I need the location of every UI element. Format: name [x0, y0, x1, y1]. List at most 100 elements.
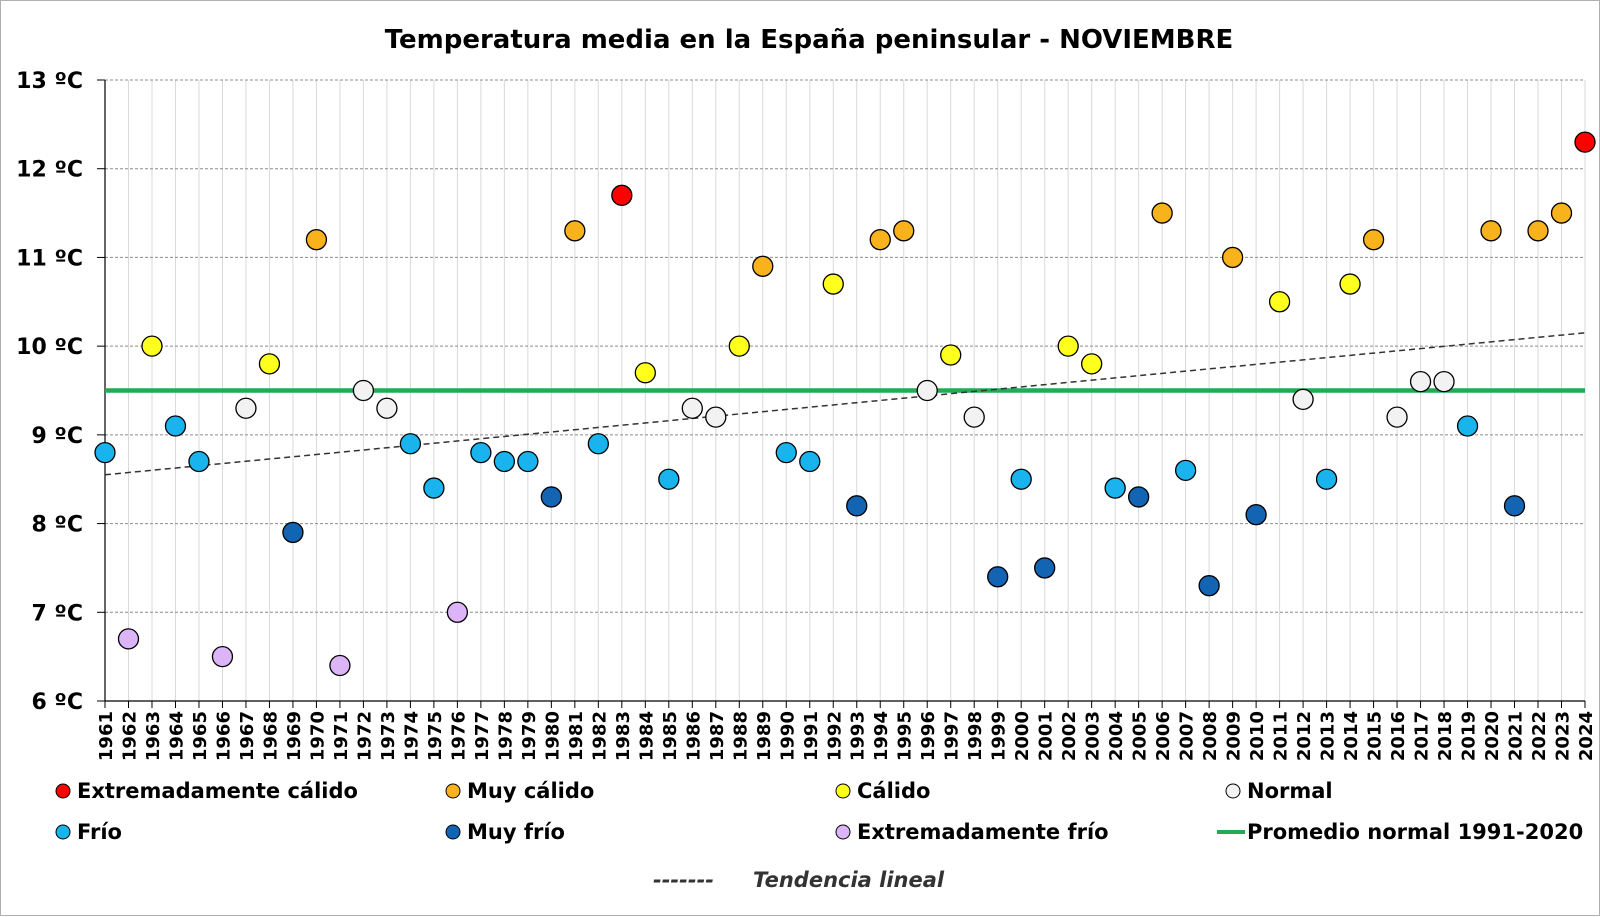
x-tick-label: 1980: [542, 711, 563, 761]
data-point-1990: [775, 441, 797, 464]
data-point-1983: [611, 184, 633, 206]
x-tick-label: 1972: [354, 711, 375, 761]
x-tick-label: 1983: [613, 711, 634, 761]
data-point-1979: [517, 450, 539, 473]
x-tick-label: 1971: [331, 711, 352, 761]
x-tick-label: 1977: [472, 711, 493, 761]
data-point-2014: [1339, 273, 1361, 295]
x-tick-label: 2000: [1012, 711, 1033, 761]
y-tick-label: 11 ºC: [16, 246, 83, 271]
data-point-2015: [1362, 229, 1385, 251]
data-point-2011: [1268, 291, 1291, 313]
legend-marker-calido: [835, 783, 851, 799]
x-tick-label: 1998: [965, 711, 986, 761]
data-point-2023: [1550, 202, 1573, 224]
y-tick-label: 12 ºC: [16, 158, 83, 183]
x-tick-label: 2017: [1412, 711, 1433, 761]
x-tick-label: 1990: [777, 711, 798, 761]
data-point-1962: [117, 628, 140, 650]
legend-label-muy_calido: Muy cálido: [467, 779, 594, 803]
data-point-2005: [1128, 486, 1150, 508]
data-point-1986: [681, 397, 703, 419]
y-tick-label: 13 ºC: [16, 69, 83, 94]
x-tick-label: 1966: [213, 711, 234, 761]
data-point-2016: [1386, 406, 1408, 428]
data-point-1976: [446, 601, 469, 623]
legend-marker-muy_frio: [445, 824, 461, 840]
data-point-2018: [1433, 370, 1455, 393]
x-tick-label: 2020: [1482, 711, 1503, 761]
legend-label-frio: Frío: [77, 820, 122, 844]
legend-label-trend-line: Tendencia lineal: [753, 868, 945, 892]
x-tick-label: 1994: [871, 711, 892, 761]
data-point-1977: [470, 441, 492, 464]
data-point-1987: [705, 406, 727, 428]
x-tick-label: 1991: [801, 711, 822, 761]
data-point-1981: [564, 220, 586, 242]
data-point-2017: [1409, 370, 1432, 393]
legend-marker-ext_calido: [55, 783, 71, 799]
data-point-2008: [1198, 575, 1220, 597]
x-tick-label: 2001: [1036, 711, 1057, 761]
data-point-2006: [1151, 202, 1173, 224]
data-point-1994: [869, 229, 891, 251]
data-point-1993: [846, 495, 868, 517]
x-tick-label: 1965: [190, 711, 211, 761]
x-tick-label: 2018: [1435, 711, 1456, 761]
x-tick-label: 1973: [378, 711, 399, 761]
data-point-1971: [329, 654, 351, 677]
legend-marker-ext_frio: [835, 824, 851, 840]
data-point-2004: [1104, 477, 1126, 499]
x-tick-label: 1963: [143, 711, 164, 761]
legend: Extremadamente cálido Muy cálido Cálido Nor…: [55, 779, 1583, 892]
x-tick-label: 2015: [1365, 711, 1386, 761]
data-point-1965: [188, 450, 210, 473]
x-tick-label: 2013: [1318, 711, 1339, 761]
legend-label-normal: Normal: [1247, 779, 1333, 803]
x-tick-label: 1968: [260, 711, 281, 761]
x-tick-label: 2012: [1294, 711, 1315, 761]
x-tick-label: 1970: [307, 711, 328, 761]
axis-layer: 6 ºC 7 ºC 8 ºC 9 ºC 10 ºC 11 ºC 12 ºC 13 ºC 1961…: [16, 69, 1597, 761]
data-point-2020: [1480, 220, 1502, 242]
legend-label-normal-line: Promedio normal 1991-2020: [1247, 820, 1583, 844]
data-point-2019: [1456, 415, 1479, 437]
y-tick-label: 8 ºC: [31, 513, 83, 538]
x-tick-label: 2022: [1529, 711, 1550, 761]
data-point-2022: [1527, 220, 1549, 242]
x-tick-label: 1992: [824, 711, 845, 761]
data-point-1984: [634, 362, 656, 384]
x-tick-label: 2011: [1271, 711, 1292, 761]
y-tick-label: 7 ºC: [31, 601, 83, 626]
x-tick-label: 1987: [707, 711, 728, 761]
x-tick-label: 2007: [1177, 711, 1198, 761]
x-tick-label: 1962: [119, 711, 140, 761]
x-tick-label: 1979: [519, 711, 540, 761]
x-tick-label: 2002: [1059, 711, 1080, 761]
data-point-1968: [258, 353, 281, 375]
legend-label-ext_frio: Extremadamente frío: [857, 820, 1109, 844]
legend-label-muy_frio: Muy frío: [467, 820, 565, 844]
x-tick-label: 1996: [918, 711, 939, 761]
x-tick-label: 1961: [96, 711, 117, 761]
data-point-2024: [1574, 131, 1596, 153]
data-point-1985: [658, 468, 680, 490]
data-point-2021: [1503, 495, 1526, 517]
x-tick-label: 1993: [848, 711, 869, 761]
x-tick-label: 2006: [1153, 711, 1174, 761]
data-point-1998: [963, 406, 985, 428]
x-tick-label: 1985: [660, 711, 681, 761]
data-point-1992: [822, 273, 844, 295]
data-point-1963: [141, 335, 163, 357]
data-point-2010: [1245, 504, 1267, 526]
x-tick-label: 1967: [237, 711, 258, 761]
legend-marker-trend-line: -------: [653, 868, 714, 892]
point-layer: [94, 131, 1596, 677]
data-point-1988: [728, 335, 750, 357]
data-point-1972: [352, 379, 375, 402]
y-tick-label: 9 ºC: [31, 424, 83, 449]
x-tick-label: 2019: [1459, 711, 1480, 761]
x-tick-label: 2004: [1106, 711, 1127, 761]
data-point-2003: [1081, 353, 1103, 375]
